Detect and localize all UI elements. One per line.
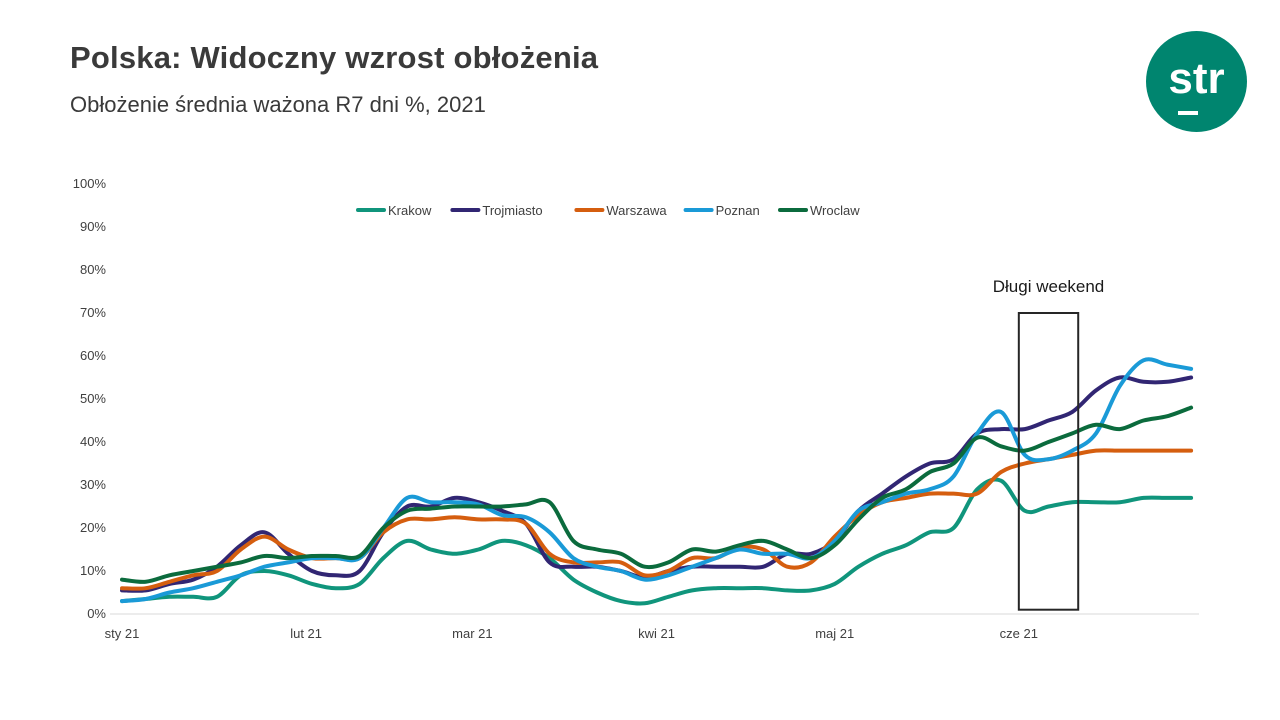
legend-label-krakow: Krakow [388,203,432,218]
y-tick-label: 10% [80,563,106,578]
x-tick-label: kwi 21 [638,626,675,641]
y-tick-label: 30% [80,477,106,492]
x-tick-label: mar 21 [452,626,492,641]
y-tick-label: 80% [80,262,106,277]
series-line-wroclaw [120,405,1194,584]
series-line-krakow [120,477,1194,606]
chart-title: Polska: Widoczny wzrost obłożenia [70,40,599,75]
y-tick-label: 100% [73,176,107,191]
legend-label-warszawa: Warszawa [606,203,667,218]
y-tick-label: 40% [80,434,106,449]
logo-text: str [1168,53,1225,103]
y-tick-label: 90% [80,219,106,234]
series-line-poznan [120,357,1194,604]
chart-subtitle: Obłożenie średnia ważona R7 dni %, 2021 [70,92,486,117]
y-tick-label: 20% [80,520,106,535]
logo-underline [1178,111,1198,115]
legend-label-trojmiasto: Trojmiasto [482,203,542,218]
legend-label-poznan: Poznan [716,203,760,218]
y-tick-label: 60% [80,348,106,363]
legend-label-wroclaw: Wroclaw [810,203,860,218]
series-line-warszawa [120,448,1194,591]
y-tick-label: 50% [80,391,106,406]
y-tick-label: 70% [80,305,106,320]
str-logo: str [1146,31,1247,132]
x-tick-label: maj 21 [815,626,854,641]
x-tick-label: cze 21 [1000,626,1038,641]
annotation-box [1017,312,1080,611]
x-tick-label: sty 21 [105,626,140,641]
annotation-label: Długi weekend [993,277,1105,296]
y-tick-label: 0% [87,606,106,621]
x-tick-label: lut 21 [290,626,322,641]
